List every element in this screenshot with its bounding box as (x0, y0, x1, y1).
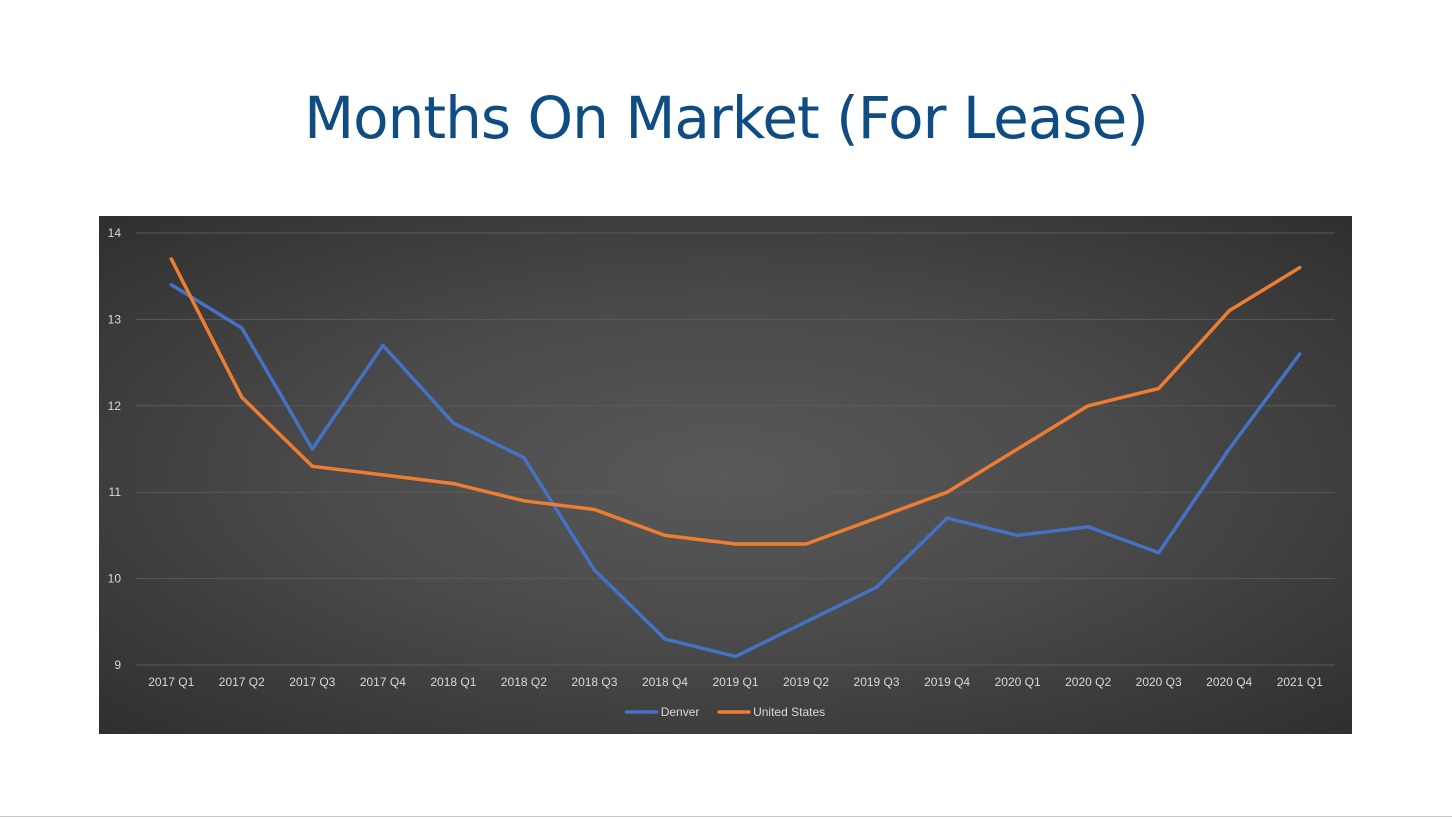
x-tick-label: 2018 Q3 (571, 675, 617, 689)
chart-canvas: 9 10 11 12 13 14 2017 Q1 2017 Q2 2017 Q3 2017 Q4… (108, 226, 1335, 719)
bottom-divider (0, 816, 1452, 817)
gridlines (136, 232, 1335, 666)
x-tick-label: 2020 Q1 (995, 675, 1041, 689)
series-line-united-states (169, 257, 1302, 546)
line-chart: 9 10 11 12 13 14 2017 Q1 2017 Q2 2017 Q3 2017 Q4… (99, 216, 1352, 734)
x-tick-label: 2019 Q2 (783, 675, 829, 689)
y-tick-label: 9 (114, 658, 121, 672)
x-tick-label: 2019 Q4 (924, 675, 970, 689)
x-tick-label: 2021 Q1 (1277, 675, 1323, 689)
x-tick-label: 2018 Q4 (642, 675, 688, 689)
x-tick-label: 2017 Q1 (148, 675, 194, 689)
x-tick-label: 2019 Q1 (712, 675, 758, 689)
x-tick-label: 2017 Q2 (219, 675, 265, 689)
x-tick-label: 2020 Q4 (1206, 675, 1252, 689)
slide-title: Months On Market (For Lease) (304, 84, 1149, 152)
x-tick-label: 2018 Q2 (501, 675, 547, 689)
y-tick-label: 10 (108, 572, 122, 586)
y-tick-label: 11 (109, 485, 122, 499)
y-tick-label: 14 (108, 226, 122, 240)
x-tick-label: 2017 Q4 (360, 675, 406, 689)
x-tick-label: 2020 Q3 (1136, 675, 1182, 689)
x-tick-label: 2018 Q1 (430, 675, 476, 689)
x-tick-label: 2019 Q3 (854, 675, 900, 689)
legend-label: United States (753, 705, 825, 719)
x-tick-label: 2017 Q3 (289, 675, 335, 689)
y-axis-tick-labels: 9 10 11 12 13 14 (108, 226, 122, 672)
legend: Denver United States (624, 705, 825, 719)
y-tick-label: 12 (108, 399, 122, 413)
x-axis-tick-labels: 2017 Q1 2017 Q2 2017 Q3 2017 Q4 2018 Q1 2018 … (148, 675, 1323, 689)
x-tick-label: 2020 Q2 (1065, 675, 1111, 689)
series-lines (169, 257, 1302, 659)
y-tick-label: 13 (108, 312, 122, 326)
legend-label: Denver (661, 705, 700, 719)
